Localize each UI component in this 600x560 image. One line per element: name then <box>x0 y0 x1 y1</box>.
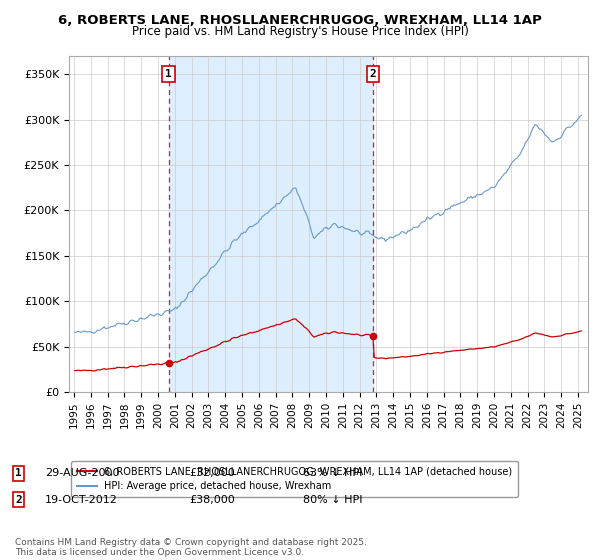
Text: Contains HM Land Registry data © Crown copyright and database right 2025.
This d: Contains HM Land Registry data © Crown c… <box>15 538 367 557</box>
Text: £32,000: £32,000 <box>189 468 235 478</box>
Legend: 6, ROBERTS LANE, RHOSLLANERCHRUGOG, WREXHAM, LL14 1AP (detached house), HPI: Ave: 6, ROBERTS LANE, RHOSLLANERCHRUGOG, WREX… <box>71 461 518 497</box>
Text: 2: 2 <box>15 494 22 505</box>
Text: 1: 1 <box>15 468 22 478</box>
Text: 1: 1 <box>165 69 172 79</box>
Text: 29-AUG-2000: 29-AUG-2000 <box>45 468 119 478</box>
Bar <box>169 56 373 392</box>
Text: £38,000: £38,000 <box>189 494 235 505</box>
Text: 19-OCT-2012: 19-OCT-2012 <box>45 494 118 505</box>
Text: Price paid vs. HM Land Registry's House Price Index (HPI): Price paid vs. HM Land Registry's House … <box>131 25 469 38</box>
Text: 2: 2 <box>370 69 376 79</box>
Text: 63% ↓ HPI: 63% ↓ HPI <box>303 468 362 478</box>
Text: 80% ↓ HPI: 80% ↓ HPI <box>303 494 362 505</box>
Text: 6, ROBERTS LANE, RHOSLLANERCHRUGOG, WREXHAM, LL14 1AP: 6, ROBERTS LANE, RHOSLLANERCHRUGOG, WREX… <box>58 14 542 27</box>
